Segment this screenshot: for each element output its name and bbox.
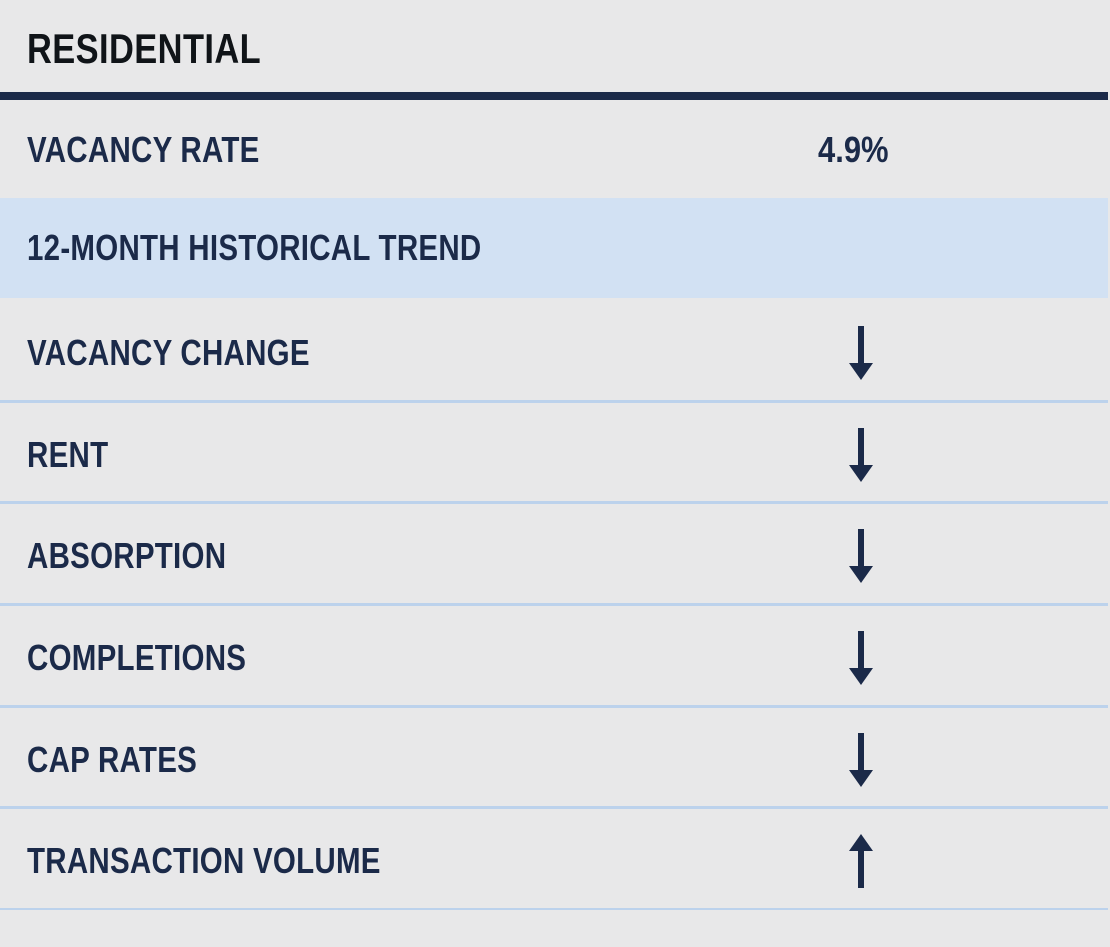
- arrow-down-icon: [846, 428, 876, 482]
- trend-row-transaction-volume: TRANSACTION VOLUME: [0, 811, 1108, 911]
- row-divider: [0, 806, 1108, 809]
- vacancy-rate-label: VACANCY RATE: [27, 129, 260, 170]
- panel-title: RESIDENTIAL: [27, 25, 262, 72]
- trend-row-rent: RENT: [0, 405, 1108, 505]
- trend-section-header: 12-MONTH HISTORICAL TREND: [0, 198, 1108, 298]
- row-divider: [0, 501, 1108, 504]
- trend-row-cap-rates: CAP RATES: [0, 710, 1108, 810]
- trend-label: TRANSACTION VOLUME: [27, 840, 381, 881]
- vacancy-rate-row: VACANCY RATE 4.9%: [0, 100, 1108, 200]
- trend-label: RENT: [27, 434, 109, 475]
- trend-label: CAP RATES: [27, 739, 198, 780]
- panel-header: RESIDENTIAL: [0, 0, 1110, 92]
- vacancy-rate-value: 4.9%: [818, 129, 889, 170]
- arrow-down-icon: [846, 733, 876, 787]
- row-divider: [0, 400, 1108, 403]
- arrow-down-icon: [846, 529, 876, 583]
- trend-row-completions: COMPLETIONS: [0, 608, 1108, 708]
- header-rule: [0, 92, 1108, 100]
- trend-section-title: 12-MONTH HISTORICAL TREND: [27, 227, 482, 268]
- row-divider: [0, 705, 1108, 708]
- arrow-down-icon: [846, 631, 876, 685]
- arrow-up-icon: [846, 834, 876, 888]
- trend-row-absorption: ABSORPTION: [0, 506, 1108, 606]
- arrow-down-icon: [846, 326, 876, 380]
- row-divider: [0, 908, 1108, 910]
- trend-label: ABSORPTION: [27, 535, 227, 576]
- row-divider: [0, 603, 1108, 606]
- trend-label: VACANCY CHANGE: [27, 332, 310, 373]
- trend-label: COMPLETIONS: [27, 637, 247, 678]
- trend-row-vacancy-change: VACANCY CHANGE: [0, 303, 1108, 403]
